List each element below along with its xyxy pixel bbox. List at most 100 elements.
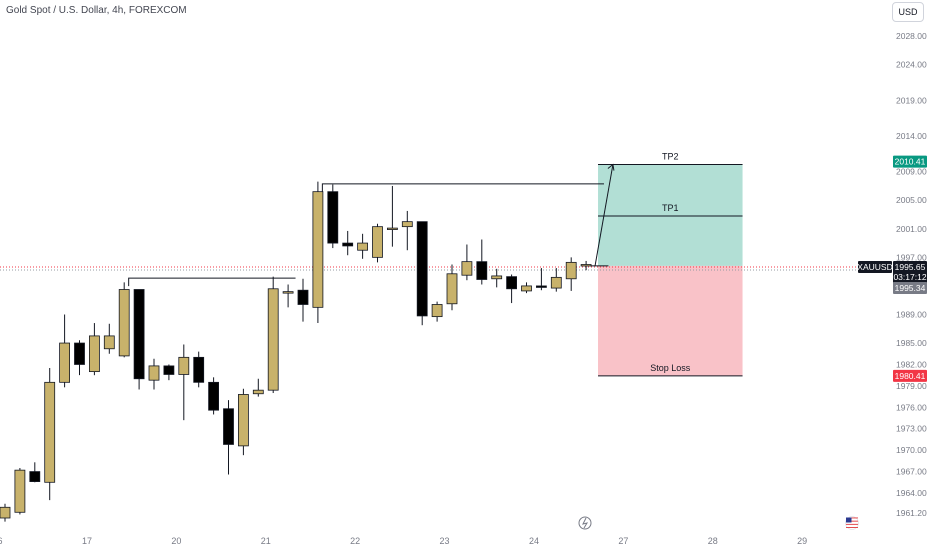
candle-body — [208, 381, 220, 411]
candle-body — [550, 276, 562, 289]
symbol-label-bg — [858, 261, 892, 274]
price-tick-label: 1973.00 — [896, 424, 927, 434]
candle — [89, 323, 100, 376]
candle — [401, 210, 413, 251]
candle — [44, 368, 56, 501]
bottom-icons — [578, 516, 859, 530]
position-zones: TP2 TP1 Stop Loss — [598, 152, 743, 377]
price-tick-label: 1985.00 — [896, 338, 927, 348]
level-lines — [0, 183, 888, 287]
candle-body — [103, 335, 115, 350]
candle — [103, 323, 115, 354]
flag-canton — [846, 517, 852, 523]
candle-body — [401, 221, 413, 228]
candle — [521, 282, 532, 294]
price-tick-label: 2005.00 — [896, 195, 927, 205]
price-tick-label: 1976.00 — [896, 402, 927, 412]
candle — [148, 358, 160, 390]
candle-body — [178, 356, 190, 375]
candle-body — [14, 469, 26, 513]
candle-body — [565, 261, 577, 280]
candle-body — [357, 242, 369, 251]
candle — [536, 268, 547, 291]
tp2-price-label-bg — [893, 155, 927, 168]
candle — [312, 181, 324, 324]
candle-body — [446, 273, 458, 305]
candle-body — [74, 342, 85, 365]
flag-stripe — [846, 527, 858, 528]
price-tick-label: 1997.00 — [896, 252, 927, 262]
price-tick-label: 1967.00 — [896, 467, 927, 477]
candle-body — [89, 335, 100, 373]
take-profit-zone — [598, 164, 743, 266]
candle — [193, 351, 205, 388]
candle — [372, 223, 383, 263]
candle-body — [237, 394, 249, 447]
us-flag-icon — [845, 516, 859, 530]
candle — [118, 282, 130, 358]
candle — [565, 257, 577, 291]
projection-arrow — [594, 164, 614, 267]
time-tick-label: 23 — [440, 536, 450, 546]
candle — [14, 468, 26, 515]
countdown-label-text: 03:17:12 — [893, 272, 926, 282]
candle-body — [536, 285, 547, 288]
candle — [431, 301, 443, 322]
candle — [550, 268, 562, 292]
price-tick-label: 1989.00 — [896, 309, 927, 319]
candle — [29, 462, 41, 483]
price-tick-label: 2014.00 — [896, 131, 927, 141]
time-tick-label: 22 — [350, 536, 360, 546]
price-tick-label: 1964.00 — [896, 488, 927, 498]
candle — [446, 264, 458, 311]
candle — [282, 284, 294, 308]
candle — [580, 260, 592, 271]
candle — [0, 503, 11, 522]
candle — [74, 340, 85, 376]
candle — [416, 221, 428, 326]
candle — [223, 400, 234, 475]
candle-body — [372, 226, 383, 258]
level-line-1 — [128, 277, 296, 287]
price-tick-label: 2009.00 — [896, 167, 927, 177]
lightning-icon[interactable] — [578, 516, 592, 530]
level-line-2 — [321, 183, 604, 192]
candle-body — [252, 389, 264, 395]
stop-loss-label: Stop Loss — [650, 363, 691, 373]
tp2-price-label: 2010.41 — [893, 155, 927, 168]
candle — [386, 185, 398, 247]
candle-body — [416, 221, 428, 317]
candle-body — [118, 289, 130, 357]
candle-body — [431, 304, 443, 318]
candle-body — [223, 408, 234, 445]
candle-body — [297, 289, 309, 305]
candle-body — [506, 276, 518, 290]
bid-price-label-text: 1995.34 — [895, 283, 926, 293]
candle — [267, 276, 279, 394]
time-axis: 16 17 20 21 22 23 24 27 28 29 — [0, 536, 807, 546]
currency-button[interactable]: USD — [892, 2, 924, 22]
time-tick-label: 21 — [261, 536, 271, 546]
flag-stripe — [846, 517, 858, 519]
candle — [491, 268, 503, 288]
time-tick-label: 28 — [708, 536, 718, 546]
candle-body — [386, 227, 398, 230]
price-tick-label: 2001.00 — [896, 224, 927, 234]
tp1-label: TP1 — [662, 203, 679, 213]
time-tick-label: 16 — [0, 536, 3, 546]
candle-body — [342, 242, 354, 247]
bid-price-label-bg — [893, 282, 927, 295]
candle-body — [133, 289, 145, 380]
price-tick-label: 1961.20 — [896, 508, 927, 518]
candle — [163, 364, 175, 381]
candle — [178, 344, 190, 421]
arrow-head — [607, 163, 615, 171]
candle — [208, 377, 220, 415]
candle-body — [163, 365, 175, 375]
candle-body — [59, 342, 70, 383]
candle — [237, 388, 249, 456]
symbol-label-text: XAUUSD — [857, 262, 892, 272]
candle — [297, 278, 309, 322]
candle — [342, 230, 354, 256]
